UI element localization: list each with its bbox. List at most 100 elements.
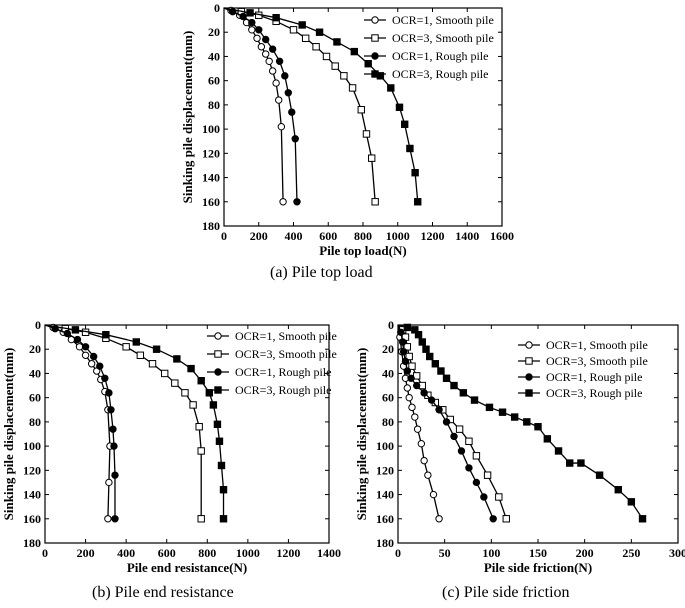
y-tick-label: 20 — [208, 25, 220, 39]
legend-label: OCR=3, Smooth pile — [392, 31, 494, 45]
data-point — [437, 367, 445, 375]
data-point — [465, 437, 473, 445]
data-point — [414, 198, 422, 206]
data-point — [405, 393, 413, 402]
y-tick-label: 160 — [376, 512, 394, 526]
data-point — [213, 420, 222, 429]
legend-label: OCR=3, Rough pile — [392, 67, 488, 81]
y-tick-label: 80 — [208, 98, 220, 112]
series-4 — [397, 323, 647, 523]
data-point — [63, 329, 72, 338]
x-tick-label: 50 — [439, 546, 451, 560]
data-point — [411, 326, 419, 334]
series-line — [44, 324, 202, 519]
data-point — [197, 447, 205, 455]
data-point — [450, 381, 458, 390]
data-point — [248, 26, 256, 34]
series-3 — [397, 324, 497, 523]
data-point — [293, 198, 301, 206]
legend-marker — [525, 373, 533, 381]
data-point — [398, 338, 407, 346]
x-tick-label: 1400 — [455, 229, 479, 243]
x-axis-label: Pile top load(N) — [319, 243, 406, 258]
data-point — [362, 130, 371, 138]
data-point — [219, 486, 228, 494]
data-point — [187, 364, 195, 373]
data-point — [298, 21, 306, 29]
x-tick-label: 1000 — [236, 546, 260, 560]
legend-label: OCR=3, Rough pile — [546, 386, 642, 400]
legend-label: OCR=1, Smooth pile — [546, 338, 648, 352]
y-tick-label: 0 — [388, 318, 394, 332]
data-point — [498, 408, 507, 416]
data-point — [401, 120, 409, 128]
data-point — [483, 471, 492, 479]
legend: OCR=1, Smooth pile OCR=3, Smooth pile OCR=… — [364, 13, 494, 81]
data-point — [414, 330, 423, 339]
y-tick-label: 180 — [202, 219, 220, 233]
data-point — [411, 169, 419, 177]
data-point — [102, 330, 110, 339]
data-point — [399, 347, 408, 356]
series-2 — [44, 324, 205, 523]
data-point — [348, 84, 357, 92]
y-axis-label: Sinking pile displacement(mm) — [1, 348, 16, 521]
data-point — [387, 84, 395, 92]
y-tick-label: 120 — [202, 146, 220, 160]
y-tick-label: 160 — [23, 512, 41, 526]
data-point — [315, 28, 324, 36]
series-2 — [223, 7, 379, 206]
data-point — [470, 396, 479, 404]
data-point — [248, 18, 256, 27]
x-tick-label: 1000 — [386, 229, 410, 243]
legend-marker — [371, 70, 379, 78]
y-tick-label: 0 — [35, 318, 41, 332]
data-point — [566, 459, 574, 467]
data-point — [510, 413, 519, 421]
data-point — [431, 360, 440, 368]
data-point — [422, 345, 430, 353]
data-point — [107, 406, 115, 414]
y-tick-label: 160 — [202, 195, 220, 209]
x-tick-label: 1600 — [490, 229, 514, 243]
data-point — [171, 379, 179, 387]
y-tick-label: 80 — [382, 415, 394, 429]
data-point — [275, 57, 284, 65]
data-point — [442, 418, 451, 426]
legend-label: OCR=3, Smooth pile — [546, 354, 648, 368]
data-point — [96, 362, 104, 370]
data-point — [160, 369, 169, 378]
x-tick-label: 600 — [158, 546, 176, 560]
data-point — [429, 490, 438, 499]
legend-marker — [214, 350, 222, 358]
x-tick-label: 200 — [250, 229, 268, 243]
data-point — [333, 38, 341, 46]
data-point — [81, 343, 90, 351]
data-point — [627, 498, 636, 506]
x-tick-label: 150 — [529, 546, 547, 560]
data-point — [289, 26, 298, 34]
data-point — [595, 471, 604, 479]
data-point — [465, 464, 473, 472]
series-line — [44, 324, 225, 519]
data-point — [268, 45, 277, 53]
y-tick-label: 60 — [382, 391, 394, 405]
data-point — [122, 343, 130, 351]
series-line — [44, 324, 111, 519]
legend: OCR=1, Smooth pile OCR=3, Smooth pile OCR=… — [518, 338, 648, 400]
data-point — [420, 456, 428, 465]
x-axis-label: Pile end resistance(N) — [127, 560, 247, 575]
data-point — [523, 418, 531, 426]
data-point — [480, 493, 488, 501]
data-point — [367, 154, 376, 162]
data-point — [104, 515, 112, 523]
x-tick-label: 200 — [576, 546, 594, 560]
data-point — [288, 108, 296, 116]
data-point — [75, 343, 84, 351]
data-point — [281, 72, 289, 80]
y-tick-label: 60 — [29, 391, 41, 405]
series-1 — [223, 6, 287, 206]
data-point — [350, 47, 359, 56]
data-point — [152, 345, 161, 353]
legend-label: OCR=1, Rough pile — [235, 365, 331, 379]
